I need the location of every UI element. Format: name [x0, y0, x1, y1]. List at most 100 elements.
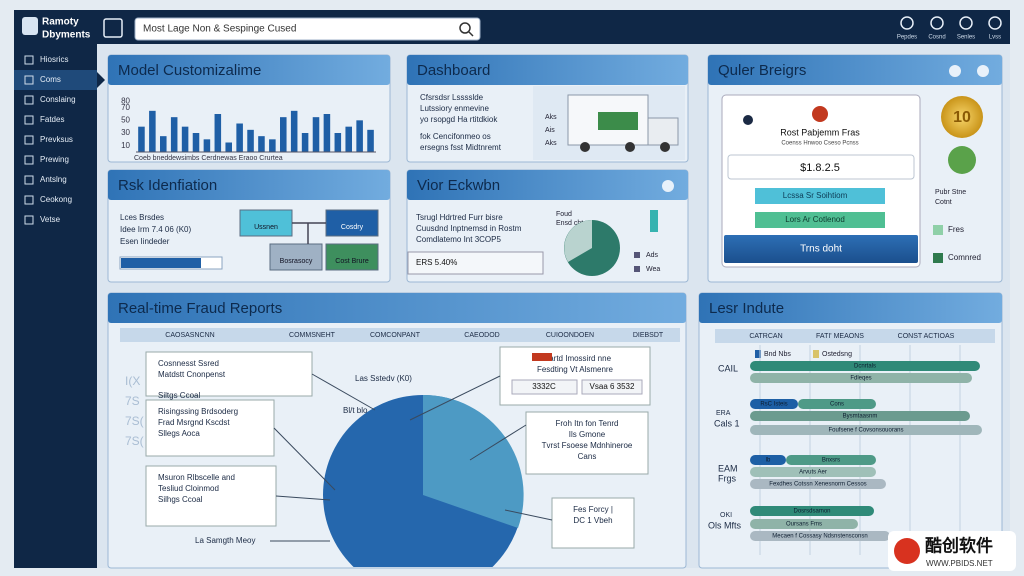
watermark-name: 酷创软件 — [925, 535, 993, 555]
callout-text: Cans — [578, 452, 597, 461]
legend-swatch — [933, 225, 943, 235]
task-label: Bysmtaasnm — [843, 414, 878, 420]
flow-box — [325, 209, 379, 237]
button[interactable] — [755, 188, 885, 204]
search-icon-handle — [468, 31, 474, 37]
task-bar — [750, 506, 874, 516]
button-primary[interactable] — [724, 235, 918, 263]
pie-title: Ensd chte — [556, 220, 587, 227]
card-icon-small — [743, 115, 753, 125]
callout-button[interactable] — [581, 379, 643, 395]
sidebar-item[interactable]: Coms — [40, 75, 61, 84]
caption: Coeb bneddewsimbs Cerdnewas Eraoo Crurte… — [134, 155, 283, 162]
panel-title: Dashboard — [417, 62, 490, 79]
sidebar-icon — [24, 55, 34, 65]
sidebar-item[interactable]: Conslaing — [40, 95, 76, 104]
risk-text: Esen Iindeder — [120, 237, 170, 246]
callout-text: Frad Msrgnd Kscdst — [158, 418, 230, 427]
sidebar-item[interactable]: Prewing — [40, 155, 69, 164]
coin-label: 10 — [953, 109, 971, 126]
search-box[interactable] — [134, 17, 481, 41]
callout-button[interactable] — [511, 379, 578, 395]
vior-text: Tsrugl Hdrtred Furr bisre — [416, 213, 503, 222]
sidebar-icon — [24, 155, 34, 165]
task-bar — [750, 531, 890, 541]
truck-cab — [647, 117, 679, 146]
watermark-url: WWW.PBIDS.NET — [926, 559, 993, 568]
panel-header — [699, 293, 1002, 323]
risk-text: Idee Irm 7.4 06 (K0) — [120, 225, 191, 234]
bar — [160, 136, 167, 152]
task-bar — [798, 399, 876, 409]
amount-box — [727, 154, 915, 180]
flow-box — [239, 209, 293, 237]
column-strip — [715, 329, 995, 343]
panel-title: Rsk Idenfiation — [118, 177, 217, 194]
dashboard-text: ersegns fsst Midtnremt — [420, 143, 502, 152]
stat-box — [407, 251, 544, 275]
header-icon[interactable] — [959, 16, 973, 30]
dashboard-text: yo rsopgd Ha rtitdkiok — [420, 115, 498, 124]
pie-label: Siltgs Ccoal — [158, 391, 200, 400]
task-label: Cons — [830, 402, 844, 408]
column-header: CONST ACTIOAS — [898, 333, 955, 340]
chip — [532, 353, 552, 361]
header-icon[interactable] — [900, 16, 914, 30]
y-tick-label: 50 — [121, 115, 130, 124]
faint-label: 7S( — [125, 434, 144, 448]
panel-header — [407, 170, 688, 200]
bar — [258, 136, 265, 152]
menu-icon[interactable] — [103, 18, 123, 38]
panel-icon[interactable] — [949, 65, 961, 77]
header-icon[interactable] — [930, 16, 944, 30]
bar — [203, 139, 211, 152]
legend-label: Wea — [646, 266, 660, 273]
sidebar-item[interactable]: Fatdes — [40, 115, 64, 124]
amount: $1.8.2.5 — [800, 162, 840, 174]
row-label: EAM — [718, 463, 738, 473]
bar — [214, 114, 222, 152]
header-icon[interactable] — [988, 16, 1002, 30]
dashboard-text: Cfsrsdsr Lsssslde — [420, 93, 484, 102]
row-label: ERA — [716, 410, 731, 417]
sidebar-item[interactable]: Antslng — [40, 175, 67, 184]
sidebar-item[interactable]: Prevksus — [40, 135, 73, 144]
task-label: lb — [766, 458, 771, 464]
search-icon[interactable] — [459, 22, 471, 34]
callout-button-label: Vsaa 6 3532 — [590, 382, 635, 391]
legend-label: Fres — [948, 225, 964, 234]
leader-line — [504, 509, 553, 521]
sidebar-item[interactable]: Vetse — [40, 215, 61, 224]
flow-box-label: Ussnen — [254, 224, 278, 231]
panel-header — [407, 55, 688, 85]
button[interactable] — [755, 212, 885, 228]
panel-icon[interactable] — [977, 65, 989, 77]
sidebar-item[interactable]: Ceokong — [40, 195, 72, 204]
legend-label: Bnd Nbs — [764, 351, 791, 358]
pie-title: Foud — [556, 211, 572, 218]
side-text: Pubr Stne — [935, 189, 966, 196]
card-subtitle: Coenss Hnwoo Cseso Pcnss — [781, 141, 858, 147]
callout-button-label: 3332C — [532, 382, 556, 391]
legend-label: Ads — [646, 252, 659, 259]
task-label: Dcnrtals — [854, 364, 876, 370]
sidebar-item[interactable]: Hiosrics — [40, 55, 68, 64]
flow-box-label: Cosdry — [341, 224, 364, 231]
sidebar — [14, 44, 97, 568]
task-label: Arvuts Aer — [799, 470, 827, 476]
truck-logo — [598, 112, 638, 130]
truck-wheel — [625, 142, 635, 152]
column-header: FATI' MEAONS — [816, 333, 864, 340]
bar — [192, 133, 200, 152]
bar — [280, 117, 287, 152]
button-label: Lors Ar Cotlenod — [785, 215, 845, 224]
dashboard-text: fok Cencifonmeo os — [420, 132, 491, 141]
leader-line — [275, 495, 331, 501]
info-icon[interactable] — [662, 180, 674, 192]
header-icon-label: Pepdes — [897, 35, 917, 41]
faint-label: I(X — [125, 374, 140, 388]
truck-label: Aks — [545, 140, 557, 147]
task-label: Foufsene f Covsonsouorans — [828, 428, 903, 434]
logo-icon — [22, 17, 38, 35]
leader-line — [409, 375, 501, 421]
